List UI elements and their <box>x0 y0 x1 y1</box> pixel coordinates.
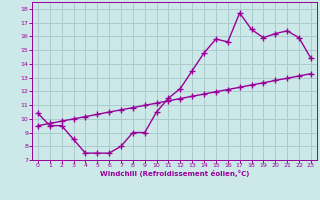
X-axis label: Windchill (Refroidissement éolien,°C): Windchill (Refroidissement éolien,°C) <box>100 170 249 177</box>
